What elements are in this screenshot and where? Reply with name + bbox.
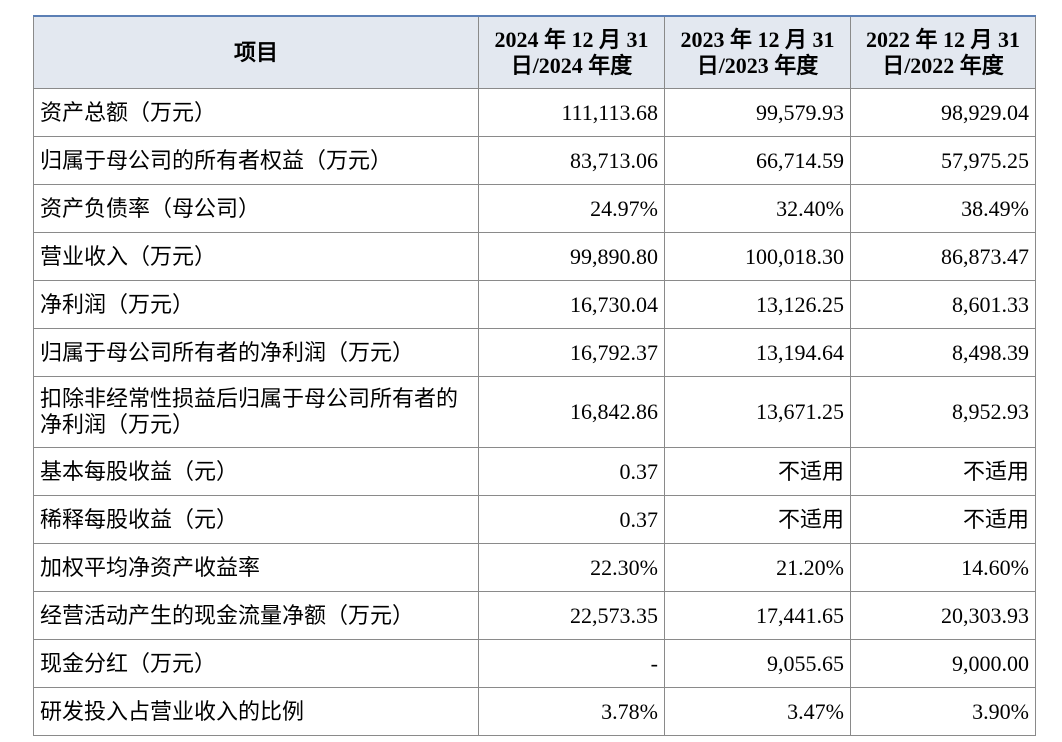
cell-value: 16,842.86 [478,376,665,448]
cell-value: 32.40% [664,184,851,233]
table-row: 扣除非经常性损益后归属于母公司所有者的净利润（万元） 16,842.86 13,67… [33,376,1036,448]
row-label: 归属于母公司所有者的净利润（万元） [33,328,479,377]
cell-value: 不适用 [664,495,851,544]
cell-value: 不适用 [850,495,1036,544]
cell-value: 8,498.39 [850,328,1036,377]
row-label: 净利润（万元） [33,280,479,329]
cell-value: 66,714.59 [664,136,851,185]
cell-value: 86,873.47 [850,232,1036,281]
cell-value: 8,601.33 [850,280,1036,329]
table-row: 现金分红（万元） -9,055.65 9,000.00 [33,639,1036,688]
row-label: 基本每股收益（元） [33,447,479,496]
row-label: 资产总额（万元） [33,88,479,137]
row-label: 加权平均净资产收益率 [33,543,479,592]
cell-value: 0.37 [478,495,665,544]
table-row: 经营活动产生的现金流量净额（万元） 22,573.35 17,441.65 20,30… [33,591,1036,640]
cell-value: 111,113.68 [478,88,665,137]
cell-value: 16,730.04 [478,280,665,329]
cell-value: 16,792.37 [478,328,665,377]
cell-value: 9,055.65 [664,639,851,688]
cell-value: 20,303.93 [850,591,1036,640]
header-cell: 2022 年 12 月 31 日/2022 年度 [850,15,1036,89]
table-row: 资产负债率（母公司） 24.97% 32.40% 38.49% [33,184,1036,233]
cell-value: 3.47% [664,687,851,736]
row-label: 现金分红（万元） [33,639,479,688]
cell-value: 38.49% [850,184,1036,233]
cell-value: 24.97% [478,184,665,233]
cell-value: 13,671.25 [664,376,851,448]
table-row: 加权平均净资产收益率 22.30% 21.20% 14.60% [33,543,1036,592]
cell-value: 不适用 [664,447,851,496]
cell-value: 22,573.35 [478,591,665,640]
cell-value: 100,018.30 [664,232,851,281]
cell-value: 14.60% [850,543,1036,592]
row-label: 资产负债率（母公司） [33,184,479,233]
cell-value: 9,000.00 [850,639,1036,688]
cell-value: 17,441.65 [664,591,851,640]
cell-value: 98,929.04 [850,88,1036,137]
table-row: 归属于母公司所有者的净利润（万元） 16,792.37 13,194.64 8,498… [33,328,1036,377]
row-label: 研发投入占营业收入的比例 [33,687,479,736]
header-cell: 2024 年 12 月 31 日/2024 年度 [478,15,665,89]
cell-value: 99,890.80 [478,232,665,281]
cell-value: 83,713.06 [478,136,665,185]
table-row: 基本每股收益（元） 0.37 不适用 不适用 [33,447,1036,496]
table-row: 研发投入占营业收入的比例 3.78% 3.47% 3.90% [33,687,1036,736]
cell-value: 21.20% [664,543,851,592]
cell-value: 57,975.25 [850,136,1036,185]
table-row: 资产总额（万元） 111,113.68 99,579.93 98,929.04 [33,88,1036,137]
table-row: 归属于母公司的所有者权益（万元） 83,713.06 66,714.59 57,975… [33,136,1036,185]
cell-value: 99,579.93 [664,88,851,137]
cell-value: 13,194.64 [664,328,851,377]
header-cell: 2023 年 12 月 31 日/2023 年度 [664,15,851,89]
row-label: 扣除非经常性损益后归属于母公司所有者的净利润（万元） [33,376,479,448]
cell-value: 3.90% [850,687,1036,736]
table-body: 资产总额（万元） 111,113.68 99,579.93 98,929.04 归属于母… [33,88,1036,736]
cell-value: 不适用 [850,447,1036,496]
header-row: 项目 2024 年 12 月 31 日/2024 年度 2023 年 12 月 31… [33,15,1036,89]
table-row: 净利润（万元） 16,730.04 13,126.25 8,601.33 [33,280,1036,329]
row-label: 稀释每股收益（元） [33,495,479,544]
row-label: 归属于母公司的所有者权益（万元） [33,136,479,185]
cell-value: 3.78% [478,687,665,736]
cell-value: 8,952.93 [850,376,1036,448]
cell-value: - [478,639,665,688]
financial-table: 项目 2024 年 12 月 31 日/2024 年度 2023 年 12 月 31… [33,15,1036,736]
table-row: 稀释每股收益（元） 0.37 不适用 不适用 [33,495,1036,544]
header-cell: 项目 [33,15,479,89]
row-label: 营业收入（万元） [33,232,479,281]
cell-value: 0.37 [478,447,665,496]
table-row: 营业收入（万元） 99,890.80 100,018.30 86,873.47 [33,232,1036,281]
row-label: 经营活动产生的现金流量净额（万元） [33,591,479,640]
cell-value: 22.30% [478,543,665,592]
cell-value: 13,126.25 [664,280,851,329]
